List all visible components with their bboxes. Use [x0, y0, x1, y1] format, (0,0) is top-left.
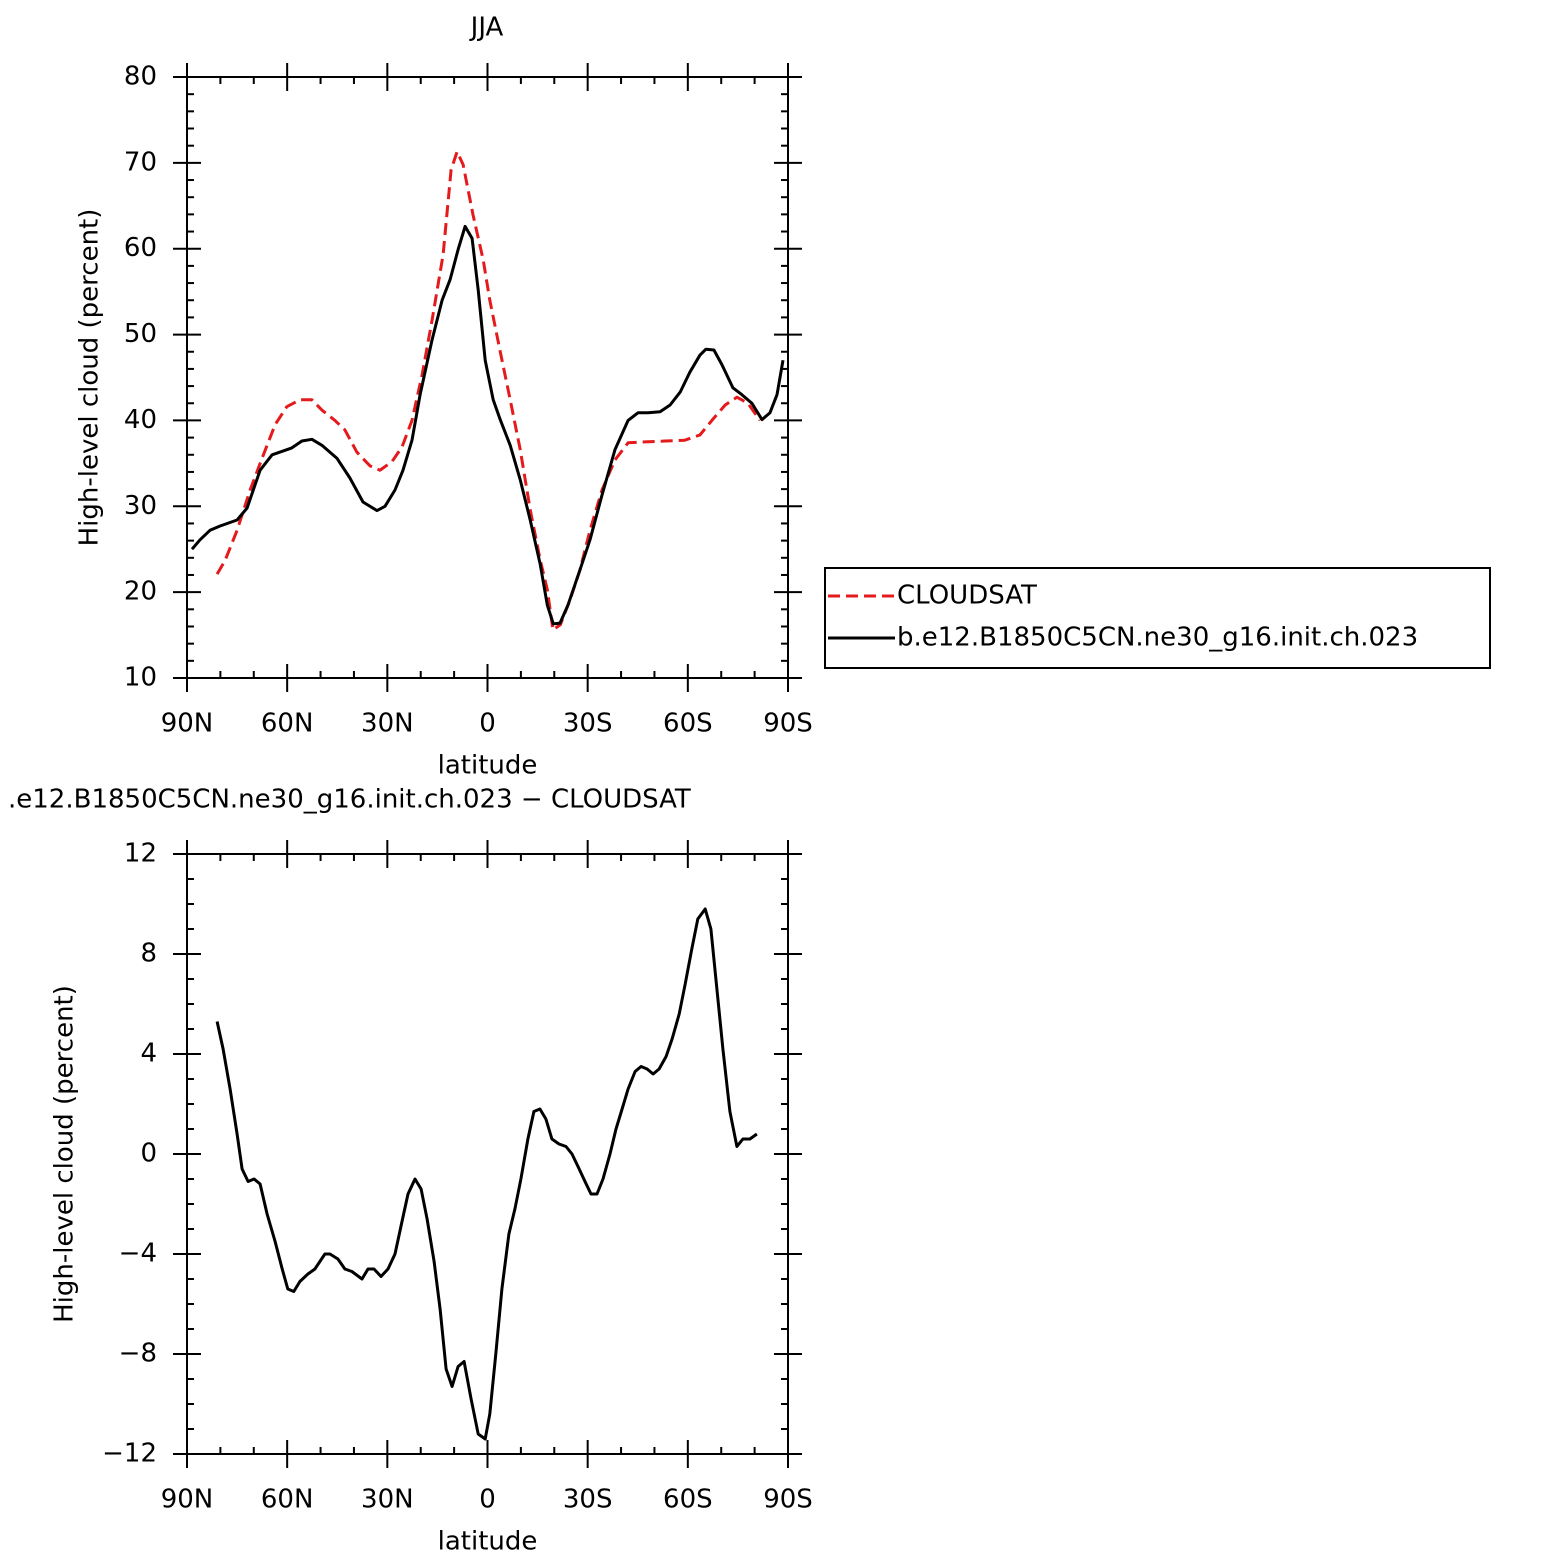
data-line	[215, 150, 762, 632]
plot-frame	[186, 853, 789, 1455]
y-tick-label: 50	[124, 319, 157, 349]
x-tick-label: 60S	[663, 709, 713, 739]
y-axis-label: High-level cloud (percent)	[75, 209, 105, 547]
y-tick-label: 10	[124, 663, 157, 693]
y-tick-label: 4	[140, 1039, 157, 1069]
x-tick-label: 90N	[161, 709, 214, 739]
y-tick-label: −12	[102, 1439, 157, 1469]
x-tick-label: 90S	[763, 709, 813, 739]
plot-frame	[186, 76, 789, 679]
x-tick-label: 30N	[361, 1485, 414, 1515]
x-axis-label: latitude	[438, 1527, 538, 1557]
y-axis-label: High-level cloud (percent)	[50, 985, 80, 1323]
y-tick-label: 8	[140, 939, 157, 969]
chart-title: JJA	[469, 13, 504, 43]
x-tick-label: 30S	[563, 1485, 613, 1515]
legend-label: CLOUDSAT	[897, 581, 1037, 611]
data-line	[190, 224, 785, 626]
x-tick-label: 0	[479, 709, 496, 739]
y-tick-label: 12	[124, 839, 157, 869]
y-tick-label: −4	[119, 1239, 157, 1269]
data-line	[215, 907, 758, 1441]
chart-title: .e12.B1850C5CN.ne30_g16.init.ch.023 − CL…	[8, 785, 691, 815]
legend-label: b.e12.B1850C5CN.ne30_g16.init.ch.023	[897, 623, 1418, 653]
y-tick-label: 0	[140, 1139, 157, 1169]
y-tick-label: 60	[124, 233, 157, 263]
y-tick-label: 80	[124, 62, 157, 92]
x-tick-label: 0	[479, 1485, 496, 1515]
x-tick-label: 90S	[763, 1485, 813, 1515]
y-tick-label: −8	[119, 1339, 157, 1369]
y-tick-label: 70	[124, 147, 157, 177]
x-tick-label: 60S	[663, 1485, 713, 1515]
x-axis-label: latitude	[438, 751, 538, 781]
x-tick-label: 30N	[361, 709, 414, 739]
x-tick-label: 60N	[261, 709, 314, 739]
x-tick-label: 30S	[563, 709, 613, 739]
x-tick-label: 90N	[161, 1485, 214, 1515]
x-tick-label: 60N	[261, 1485, 314, 1515]
y-tick-label: 40	[124, 405, 157, 435]
y-tick-label: 30	[124, 491, 157, 521]
y-tick-label: 20	[124, 577, 157, 607]
legend-box	[824, 567, 1491, 669]
